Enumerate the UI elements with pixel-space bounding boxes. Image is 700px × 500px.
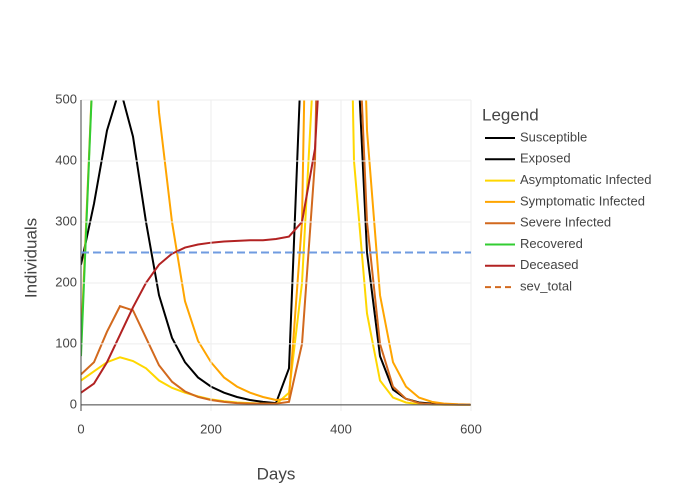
series-line [81, 100, 471, 406]
series-line [81, 100, 319, 394]
y-tick-label: 200 [55, 274, 77, 289]
legend-label: Recovered [520, 236, 583, 251]
legend-label: sev_total [520, 279, 572, 294]
x-tick-label: 600 [460, 421, 482, 436]
legend-label: Exposed [520, 151, 571, 166]
y-axis-title: Individuals [21, 218, 40, 298]
y-tick-label: 400 [55, 152, 77, 167]
x-tick-label: 0 [77, 421, 84, 436]
legend-label: Symptomatic Infected [520, 193, 645, 208]
legend-title: Legend [482, 105, 539, 124]
legend-label: Severe Infected [520, 215, 611, 230]
x-axis-title: Days [257, 464, 296, 483]
series-line [81, 100, 471, 406]
legend-label: Asymptomatic Infected [520, 172, 652, 187]
legend-label: Deceased [520, 257, 579, 272]
legend-label: Susceptible [520, 129, 587, 144]
x-tick-label: 200 [200, 421, 222, 436]
y-tick-label: 300 [55, 213, 77, 228]
x-tick-label: 400 [330, 421, 352, 436]
y-tick-label: 500 [55, 91, 77, 106]
y-tick-label: 0 [70, 396, 77, 411]
y-tick-label: 100 [55, 335, 77, 350]
